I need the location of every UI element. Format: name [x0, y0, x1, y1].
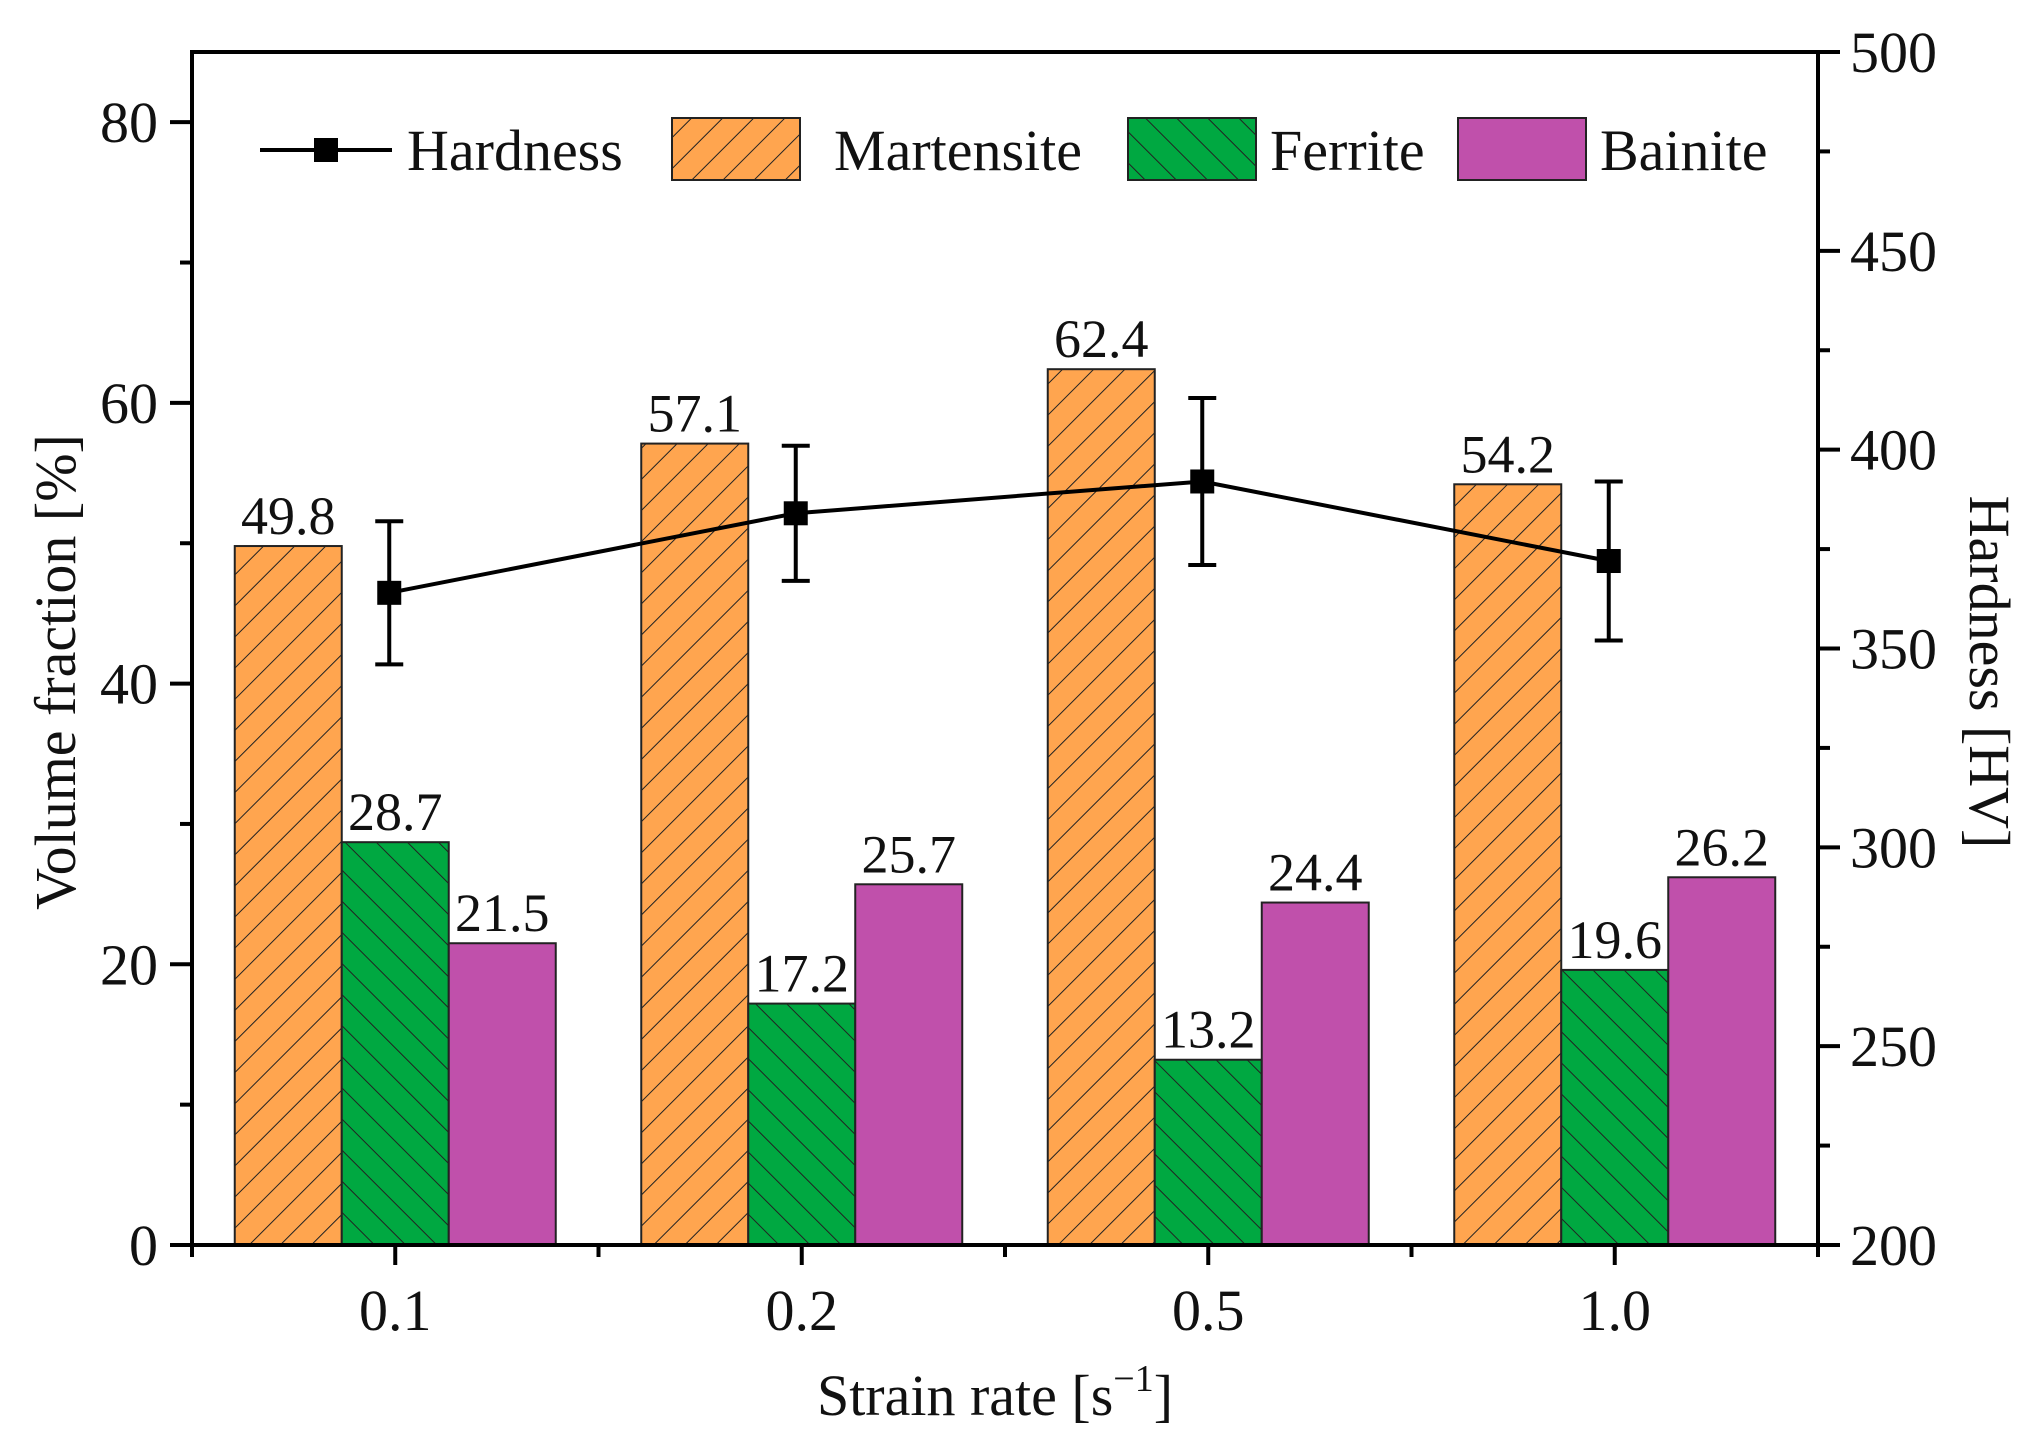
data-label-martensite-1: 57.1: [648, 384, 743, 444]
y2-axis-title: Hardness [HV]: [1957, 496, 2022, 849]
hardness-line-layer: [375, 395, 1623, 667]
bar-hatch-martensite-0: [234, 546, 342, 1245]
right-tick-label-500: 500: [1850, 20, 1937, 85]
legend-label-martensite: Martensite: [834, 118, 1082, 183]
left-tick-label-40: 40: [100, 652, 158, 717]
left-tick-label-20: 20: [100, 932, 158, 997]
bar-bainite-1: [854, 883, 964, 1247]
right-tick-label-450: 450: [1850, 219, 1937, 284]
right-tick-label-250: 250: [1850, 1014, 1937, 1079]
bar-hatch-ferrite-3: [1561, 969, 1669, 1245]
data-label-ferrite-1: 17.2: [755, 944, 850, 1004]
x-tick-label-1: 0.2: [766, 1278, 839, 1343]
bar-hatch-martensite-2: [1047, 369, 1155, 1245]
data-label-martensite-2: 62.4: [1054, 309, 1149, 369]
hardness-line: [388, 479, 1610, 595]
bar-hatch-martensite-3: [1454, 484, 1562, 1245]
y-axis-title: Volume fraction [%]: [23, 434, 88, 910]
legend-swatch-bainite: [1457, 117, 1587, 181]
data-label-bainite-0: 21.5: [455, 883, 550, 943]
data-label-ferrite-3: 19.6: [1568, 910, 1663, 970]
data-label-bainite-3: 26.2: [1675, 817, 1770, 877]
left-tick-label-0: 0: [129, 1213, 158, 1278]
x-axis-title: Strain rate [s−1]: [817, 1358, 1173, 1428]
left-tick-label-60: 60: [100, 371, 158, 436]
right-tick-label-400: 400: [1850, 418, 1937, 483]
x-tick-label-0: 0.1: [359, 1278, 432, 1343]
data-labels-layer: 49.8 28.721.5 57.1 17.225.7 62.4 13.2 24.4 54.2…: [241, 309, 1769, 1060]
legend-label-bainite: Bainite: [1600, 118, 1768, 183]
bottom-axis: 0.1 0.2 0.5 1.0: [190, 1245, 1820, 1343]
bar-hatch-martensite-1: [641, 443, 749, 1245]
x-tick-label-2: 0.5: [1172, 1278, 1245, 1343]
data-label-ferrite-2: 13.2: [1161, 1000, 1256, 1060]
bar-hatch-ferrite-1: [748, 1003, 856, 1245]
hardness-marker-0: [377, 580, 402, 605]
data-label-martensite-0: 49.8: [241, 486, 336, 546]
legend-label-ferrite: Ferrite: [1270, 118, 1425, 183]
hardness-marker-1: [783, 501, 808, 526]
bar-bainite-2: [1260, 901, 1370, 1246]
legend-swatch-hatch-ferrite: [1128, 118, 1256, 180]
bar-bainite-0: [447, 942, 557, 1246]
right-tick-label-350: 350: [1850, 617, 1937, 682]
right-tick-label-200: 200: [1850, 1213, 1937, 1278]
bars-layer: [233, 368, 1777, 1247]
legend: Hardness Martensite Ferrite Bainite: [260, 117, 1768, 183]
data-label-bainite-1: 25.7: [862, 824, 957, 884]
data-label-martensite-3: 54.2: [1461, 424, 1556, 484]
x-axis-title-superscript: −1: [1113, 1358, 1153, 1400]
data-label-ferrite-0: 28.7: [348, 782, 443, 842]
bar-hatch-ferrite-0: [341, 842, 449, 1245]
right-tick-label-300: 300: [1850, 815, 1937, 880]
legend-swatch-hatch-martensite: [672, 118, 800, 180]
hardness-marker-3: [1596, 549, 1621, 574]
data-label-bainite-2: 24.4: [1268, 843, 1363, 903]
bar-hatch-ferrite-2: [1154, 1059, 1262, 1245]
left-tick-label-80: 80: [100, 90, 158, 155]
bar-bainite-3: [1667, 876, 1777, 1246]
legend-hardness-marker: [314, 138, 338, 162]
hardness-marker-2: [1190, 469, 1215, 494]
legend-label-hardness: Hardness: [407, 118, 623, 183]
x-tick-label-3: 1.0: [1579, 1278, 1652, 1343]
left-axis: 0 20 40 60 80: [100, 90, 192, 1278]
right-axis: 200 250 300 350 400 450 500: [1818, 20, 1937, 1278]
